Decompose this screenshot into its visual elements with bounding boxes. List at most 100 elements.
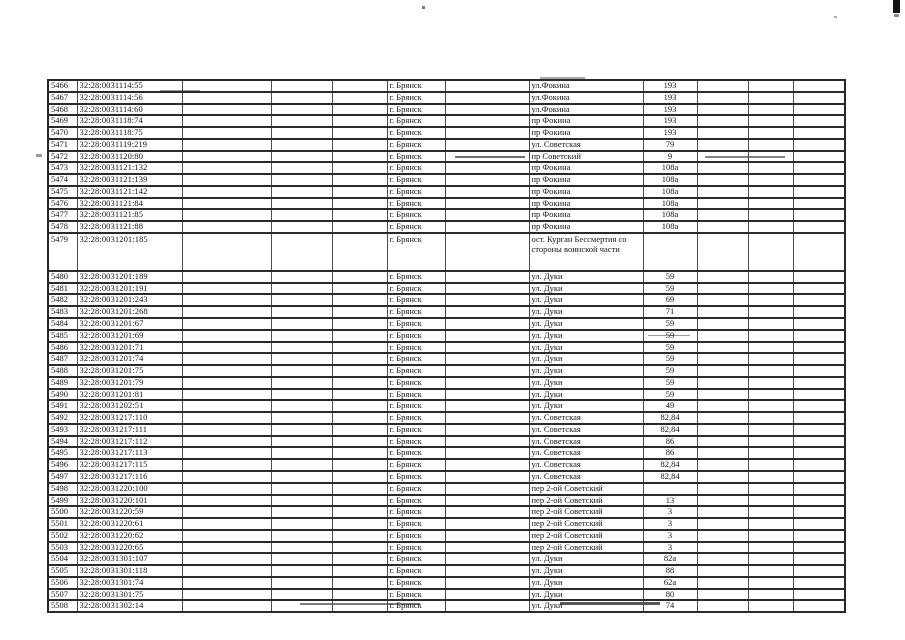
row-number-cell: 5474 [47,173,78,187]
city-cell: г. Брянск [386,493,446,508]
empty-cell [181,340,272,355]
cadastral-number-cell: 32:28:0031301:118 [76,564,183,578]
empty-cell [181,317,272,331]
row-number-cell: 5473 [47,161,78,176]
cadastral-number-cell: 32:28:0031201:185 [76,231,183,272]
empty-cell [270,587,333,602]
empty-cell [444,184,530,199]
row-number-cell: 5469 [47,114,78,129]
empty-cell [792,387,846,402]
empty-cell [747,540,794,555]
cadastral-number-cell: 32:28:0031201:191 [76,281,183,296]
table-row: 5487 32:28:0031201:74 г. Брянск ул. Дуки… [47,352,846,367]
empty-cell [270,328,333,343]
empty-cell [792,173,846,187]
empty-cell [792,340,846,355]
empty-cell [331,434,388,449]
row-number-cell: 5486 [47,340,78,355]
table-row: 5475 32:28:0031121:142 г. Брянск пр Фоки… [47,184,846,199]
table-row: 5471 32:28:0031119:219 г. Брянск ул. Сов… [47,137,846,152]
house-number-cell: 59 [642,281,698,296]
empty-cell [747,137,794,152]
street-cell: ул. Советская [528,446,644,461]
empty-cell [792,458,846,472]
empty-cell [331,161,388,176]
street-cell: ул.Фокина [528,79,644,93]
empty-cell [747,231,794,272]
house-number-cell: 69 [642,293,698,308]
city-cell: г. Брянск [386,137,446,152]
empty-cell [747,269,794,284]
city-cell: г. Брянск [386,352,446,367]
empty-cell [747,399,794,414]
empty-cell [331,220,388,234]
house-number-cell: 108а [642,173,698,187]
street-cell: ул.Фокина [528,102,644,117]
empty-cell [792,161,846,176]
street-cell: пр Советский [528,149,644,164]
house-number-cell: 193 [642,114,698,129]
empty-cell [792,364,846,378]
empty-cell [792,575,846,590]
street-cell: ул. Дуки [528,375,644,390]
empty-cell [444,493,530,508]
empty-cell [792,552,846,567]
empty-cell [696,137,749,152]
empty-cell [792,505,846,520]
house-number-cell: 108а [642,184,698,199]
table-row: 5504 32:28:0031301:107 г. Брянск ул. Дук… [47,552,846,567]
empty-cell [331,505,388,520]
empty-cell [270,528,333,543]
empty-cell [696,161,749,176]
empty-cell [331,387,388,402]
empty-cell [181,552,272,567]
street-cell: пер 2-ой Советский [528,540,644,555]
empty-cell [747,173,794,187]
empty-cell [181,411,272,425]
empty-cell [747,90,794,105]
empty-cell [444,137,530,152]
empty-cell [696,317,749,331]
empty-cell [270,399,333,414]
house-number-cell: 62а [642,575,698,590]
empty-cell [270,375,333,390]
empty-cell [444,411,530,425]
empty-cell [444,281,530,296]
empty-cell [181,173,272,187]
empty-cell [696,90,749,105]
table-row: 5499 32:28:0031220:101 г. Брянск пер 2-о… [47,493,846,508]
table-row: 5503 32:28:0031220:65 г. Брянск пер 2-ой… [47,540,846,555]
empty-cell [444,505,530,520]
empty-cell [331,79,388,93]
empty-cell [270,422,333,437]
empty-cell [331,493,388,508]
empty-cell [444,469,530,484]
empty-cell [270,340,333,355]
house-number-cell: 193 [642,79,698,93]
row-number-cell: 5487 [47,352,78,367]
row-number-cell: 5482 [47,293,78,308]
empty-cell [270,564,333,578]
row-number-cell: 5498 [47,481,78,496]
empty-cell [696,564,749,578]
row-number-cell: 5475 [47,184,78,199]
empty-cell [270,79,333,93]
house-number-cell: 3 [642,528,698,543]
street-cell: пер 2-ой Советский [528,481,644,496]
empty-cell [181,149,272,164]
empty-cell [181,505,272,520]
empty-cell [747,422,794,437]
empty-cell [181,305,272,319]
empty-cell [792,564,846,578]
house-number-cell [642,231,698,272]
empty-cell [696,517,749,531]
empty-cell [696,208,749,223]
table-row: 5479 32:28:0031201:185 г. Брянск ост. Ку… [47,231,846,272]
empty-cell [792,317,846,331]
row-number-cell: 5467 [47,90,78,105]
empty-cell [696,469,749,484]
empty-cell [181,375,272,390]
empty-cell [270,446,333,461]
empty-cell [792,528,846,543]
empty-cell [331,575,388,590]
